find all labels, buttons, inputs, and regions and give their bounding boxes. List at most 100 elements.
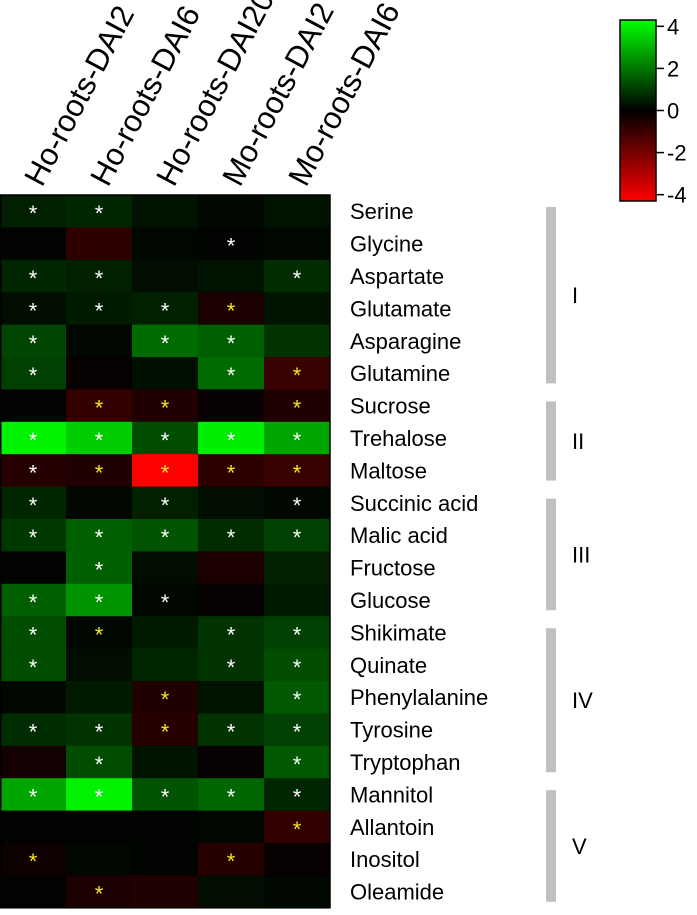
heatmap-cell: [198, 486, 265, 520]
heatmap-cell: [66, 713, 133, 747]
significance-marker: *: [95, 460, 104, 485]
heatmap-cell: [198, 810, 265, 844]
heatmap-cell: [198, 583, 265, 617]
significance-marker: *: [293, 622, 302, 647]
row-label: Mannitol: [350, 782, 433, 807]
significance-marker: *: [95, 720, 104, 745]
significance-marker: *: [227, 234, 236, 259]
heatmap-cell: [66, 324, 133, 358]
significance-marker: *: [227, 849, 236, 874]
heatmap-cell: [132, 519, 199, 552]
heatmap-cell: [66, 389, 133, 423]
significance-marker: *: [161, 331, 170, 356]
heatmap-cell: [264, 227, 331, 261]
significance-marker: *: [293, 396, 302, 421]
row-label: Trehalose: [350, 426, 447, 451]
heatmap-cell: [264, 843, 331, 876]
heatmap-cell: [0, 810, 67, 844]
heatmap-cell: [264, 421, 331, 455]
heatmap-cell: [0, 875, 67, 909]
significance-marker: *: [161, 784, 170, 809]
heatmap-cell: [198, 292, 265, 326]
significance-marker: *: [95, 590, 104, 615]
significance-marker: *: [95, 428, 104, 453]
row-label: Oleamide: [350, 880, 444, 905]
row-label: Asparagine: [350, 329, 461, 354]
significance-marker: *: [95, 266, 104, 291]
significance-marker: *: [227, 655, 236, 680]
heatmap-cell: [198, 421, 265, 455]
heatmap-cell: [264, 454, 331, 488]
significance-marker: *: [293, 817, 302, 842]
heatmap-cell: [0, 681, 67, 714]
significance-marker: *: [95, 752, 104, 777]
heatmap-cell: [132, 745, 199, 779]
heatmap-cell: [66, 259, 133, 293]
heatmap-cell: [0, 357, 67, 390]
significance-marker: *: [293, 687, 302, 712]
significance-marker: *: [95, 298, 104, 323]
significance-marker: *: [29, 266, 38, 291]
significance-marker: *: [161, 460, 170, 485]
heatmap-cell: [0, 713, 67, 747]
heatmap-cell: [0, 227, 67, 261]
significance-marker: *: [227, 298, 236, 323]
row-labels: Serine Glycine Aspartate Glutamate Asparagin…: [350, 199, 488, 904]
legend-tick-label: 2: [667, 56, 679, 81]
heatmap-cell: [264, 648, 331, 682]
heatmap-cell: [0, 778, 67, 812]
legend-tick-label: 0: [667, 99, 679, 124]
row-label: Maltose: [350, 458, 427, 483]
group-bar: [546, 498, 556, 611]
heatmap-cell: [264, 616, 331, 650]
significance-marker: *: [29, 331, 38, 356]
significance-marker: *: [293, 720, 302, 745]
significance-marker: *: [293, 655, 302, 680]
heatmap-cell: [66, 486, 133, 520]
heatmap-cell: [132, 551, 199, 585]
significance-marker: *: [227, 363, 236, 388]
heatmap-cell: [132, 292, 199, 326]
significance-marker: *: [293, 752, 302, 777]
heatmap-cell: [132, 583, 199, 617]
heatmap-cell: [198, 843, 265, 876]
row-label: Fructose: [350, 556, 436, 581]
heatmap-border: [0, 194, 331, 909]
row-label: Quinate: [350, 653, 427, 678]
heatmap-cell: [132, 681, 199, 714]
row-label: Malic acid: [350, 523, 448, 548]
heatmap-cell: [132, 195, 199, 228]
significance-marker: *: [29, 363, 38, 388]
group-label: III: [572, 542, 590, 567]
heatmap-cell: [132, 648, 199, 682]
heatmap-cell: [264, 486, 331, 520]
heatmap-cell: [198, 357, 265, 390]
row-label: Glutamine: [350, 361, 450, 386]
row-label: Allantoin: [350, 815, 434, 840]
heatmap-cell: [66, 648, 133, 682]
significance-marker: *: [29, 298, 38, 323]
group-label: IV: [572, 688, 593, 713]
heatmap-cell: [198, 195, 265, 228]
heatmap-cell: [66, 778, 133, 812]
significance-marker: *: [95, 558, 104, 583]
significance-marker: *: [161, 396, 170, 421]
group-bar: [546, 790, 556, 902]
heatmap-cells: [0, 194, 331, 909]
significance-marker: *: [227, 784, 236, 809]
group-bar: [546, 401, 556, 481]
significance-marker: *: [29, 493, 38, 518]
heatmap-cell: [0, 648, 67, 682]
row-label: Inositol: [350, 847, 420, 872]
heatmap-cell: [0, 259, 67, 293]
heatmap-cell: [66, 357, 133, 390]
heatmap-cell: [0, 292, 67, 326]
row-label: Tyrosine: [350, 718, 433, 743]
significance-marker: *: [95, 784, 104, 809]
significance-marker: *: [29, 784, 38, 809]
significance-marker: *: [95, 525, 104, 550]
heatmap-cell: [0, 583, 67, 617]
group-label: V: [572, 834, 587, 859]
significance-marker: *: [29, 849, 38, 874]
